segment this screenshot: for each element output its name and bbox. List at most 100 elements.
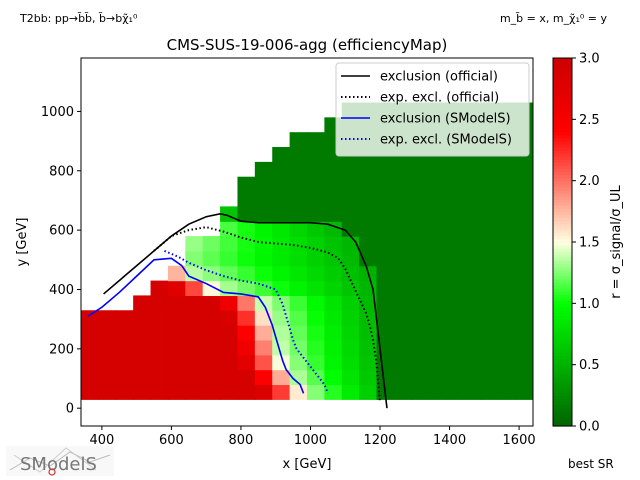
colorbar-segment bbox=[553, 192, 572, 197]
heatmap-cell bbox=[446, 250, 465, 267]
heatmap-cell bbox=[307, 147, 325, 163]
heatmap-cell bbox=[324, 280, 343, 297]
heatmap-cell bbox=[289, 265, 308, 282]
heatmap-cell bbox=[376, 265, 395, 282]
heatmap-cell bbox=[185, 325, 204, 341]
heatmap-cell bbox=[428, 265, 447, 282]
heatmap-cell bbox=[480, 236, 499, 252]
heatmap-cell bbox=[220, 325, 239, 341]
heatmap-cell bbox=[498, 250, 517, 267]
colorbar-segment bbox=[553, 217, 572, 222]
heatmap-cell bbox=[411, 250, 430, 267]
colorbar-segment bbox=[553, 288, 572, 292]
colorbar-tick-label: 1.0 bbox=[579, 297, 600, 312]
heatmap-cell bbox=[289, 191, 308, 207]
heatmap-cell bbox=[307, 176, 325, 193]
heatmap-cell bbox=[289, 250, 308, 267]
heatmap-cell bbox=[272, 206, 291, 222]
heatmap-cell bbox=[272, 161, 291, 178]
heatmap-cell bbox=[498, 384, 517, 400]
heatmap-cell bbox=[376, 369, 395, 386]
heatmap-cell bbox=[428, 295, 447, 311]
heatmap-cell bbox=[376, 206, 395, 222]
heatmap-cell bbox=[150, 384, 169, 400]
heatmap-cell bbox=[307, 339, 325, 356]
heatmap-cell bbox=[202, 310, 221, 326]
heatmap-cell bbox=[480, 354, 499, 371]
colorbar-segment bbox=[553, 334, 572, 338]
colorbar-tick-label: 0.5 bbox=[579, 358, 600, 373]
heatmap-cell bbox=[463, 206, 482, 222]
heatmap-cell bbox=[237, 295, 256, 311]
heatmap-cell bbox=[341, 176, 360, 193]
colorbar-segment bbox=[553, 140, 572, 145]
heatmap-cell bbox=[359, 191, 378, 207]
heatmap-cell bbox=[237, 221, 256, 237]
heatmap-cells bbox=[81, 102, 533, 400]
heatmap-cell bbox=[167, 369, 186, 386]
colorbar-segment bbox=[553, 58, 572, 62]
colorbar-segment bbox=[553, 395, 572, 399]
heatmap-cell bbox=[341, 339, 360, 356]
heatmap-cell bbox=[289, 295, 308, 311]
colorbar-segment bbox=[553, 183, 572, 188]
colorbar-segment bbox=[553, 337, 572, 341]
heatmap-cell bbox=[376, 325, 395, 341]
y-axis-ticks: 0 200 400 600 800 1000 bbox=[41, 105, 81, 417]
heatmap-cell bbox=[463, 236, 482, 252]
colorbar-segment bbox=[553, 416, 572, 421]
heatmap-cell bbox=[254, 384, 273, 400]
colorbar-segment bbox=[553, 349, 572, 353]
heatmap-cell bbox=[411, 295, 430, 311]
colorbar-segment bbox=[553, 128, 572, 133]
smodels-logo: SModelS bbox=[6, 446, 114, 476]
heatmap-cell bbox=[480, 191, 499, 207]
heatmap-cell bbox=[515, 325, 533, 341]
heatmap-cell bbox=[446, 191, 465, 207]
colorbar-segment bbox=[553, 159, 572, 163]
heatmap-cell bbox=[480, 384, 499, 400]
heatmap-cell bbox=[341, 191, 360, 207]
heatmap-cell bbox=[307, 132, 325, 148]
colorbar-segment bbox=[553, 410, 572, 415]
heatmap-cell bbox=[254, 250, 273, 267]
colorbar-segment bbox=[553, 373, 572, 378]
heatmap-cell bbox=[254, 236, 273, 252]
colorbar-segment bbox=[553, 355, 572, 360]
colorbar-segment bbox=[553, 76, 572, 81]
colorbar-segment bbox=[553, 100, 572, 105]
heatmap-cell bbox=[515, 369, 533, 386]
heatmap-cell bbox=[411, 325, 430, 341]
heatmap-cell bbox=[307, 250, 325, 267]
heatmap-cell bbox=[220, 354, 239, 371]
heatmap-cell bbox=[254, 295, 273, 311]
heatmap-cell bbox=[133, 369, 152, 386]
colorbar-segment bbox=[553, 232, 572, 237]
heatmap-cell bbox=[341, 354, 360, 371]
heatmap-cell bbox=[324, 384, 343, 400]
colorbar-segment bbox=[553, 324, 572, 329]
colorbar-segment bbox=[553, 281, 572, 286]
colorbar-tick-label: 3.0 bbox=[579, 52, 600, 67]
heatmap-cell bbox=[254, 325, 273, 341]
colorbar-segment bbox=[553, 306, 572, 311]
mass-label: m_b̃ = x, m_χ̃₁⁰ = y bbox=[500, 12, 608, 25]
heatmap-cell bbox=[480, 176, 499, 193]
heatmap-cell bbox=[463, 369, 482, 386]
colorbar-segment bbox=[553, 199, 572, 203]
heatmap-cell bbox=[515, 161, 533, 178]
heatmap-cell bbox=[150, 295, 169, 311]
heatmap-cell bbox=[341, 295, 360, 311]
colorbar-segment bbox=[553, 413, 572, 418]
heatmap-cell bbox=[289, 206, 308, 222]
best-sr-label: best SR bbox=[568, 457, 614, 471]
heatmap-cell bbox=[272, 176, 291, 193]
heatmap-cell bbox=[341, 236, 360, 252]
colorbar-segment bbox=[553, 419, 572, 424]
heatmap-cell bbox=[307, 295, 325, 311]
heatmap-cell bbox=[185, 369, 204, 386]
heatmap-cell bbox=[341, 161, 360, 178]
colorbar-segment bbox=[553, 205, 572, 209]
heatmap-cell bbox=[359, 176, 378, 193]
heatmap-cell bbox=[272, 339, 291, 356]
